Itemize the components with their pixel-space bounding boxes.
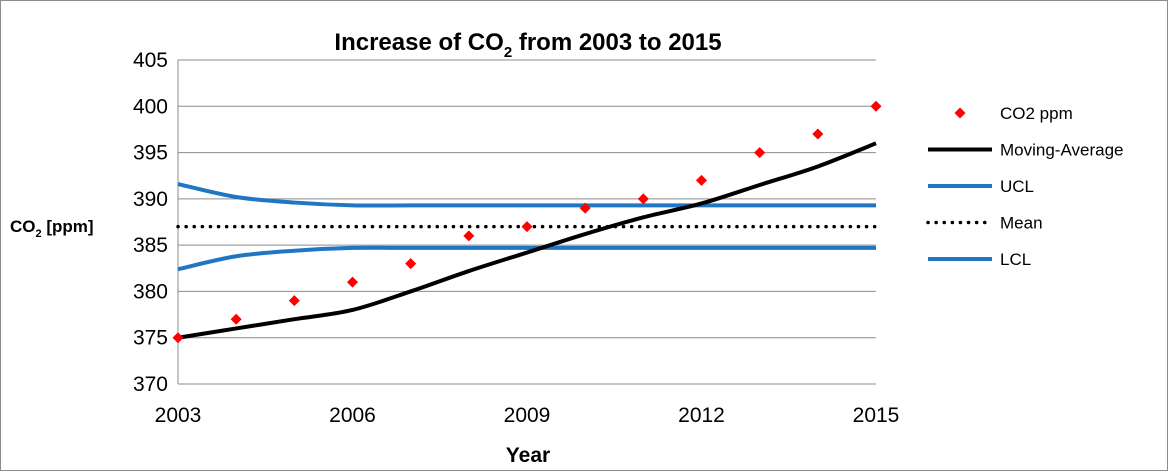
data-point-co2-ppm	[696, 174, 707, 186]
series-layer	[176, 141, 878, 340]
tick-labels: 370 375 380 385 390 395 400 405 2003 2006 2009 2012…	[133, 49, 899, 427]
y-tick-label: 390	[133, 188, 168, 211]
x-axis-title: Year	[506, 444, 550, 467]
chart-title: Increase of CO2 from 2003 to 2015	[334, 29, 721, 61]
data-point-co2-ppm	[347, 276, 358, 288]
y-tick-label: 375	[133, 327, 168, 350]
data-point-co2-ppm	[230, 313, 242, 325]
data-point-co2-ppm	[405, 258, 417, 270]
x-tick-label: 2009	[504, 404, 551, 427]
legend-label: LCL	[1000, 250, 1031, 269]
data-point-co2-ppm	[579, 202, 591, 214]
legend-label: Moving-Average	[1000, 141, 1123, 160]
data-point-co2-ppm	[812, 128, 824, 140]
legend-label: UCL	[1000, 177, 1034, 196]
series-line-moving-average	[177, 141, 877, 340]
x-tick-label: 2003	[155, 404, 202, 427]
y-tick-label: 370	[133, 373, 168, 396]
y-axis-title: CO2 [ppm]	[10, 217, 94, 240]
data-point-co2-ppm	[754, 147, 766, 159]
x-tick-label: 2006	[329, 404, 376, 427]
legend-label: CO2 ppm	[1000, 104, 1073, 123]
legend-marker-co2-ppm	[954, 107, 966, 119]
series-line-lcl	[177, 245, 876, 272]
legend-item-ucl: UCL	[928, 177, 1034, 196]
legend-item-moving-average: Moving-Average	[928, 141, 1123, 160]
data-point-co2-ppm	[637, 193, 649, 205]
y-tick-label: 395	[133, 142, 168, 165]
legend-item-lcl: LCL	[928, 250, 1031, 269]
data-point-co2-ppm	[288, 295, 300, 307]
data-point-co2-ppm	[463, 230, 475, 242]
legend-item-mean: Mean	[926, 214, 1043, 233]
legend-label: Mean	[1000, 214, 1043, 233]
legend-item-co2-ppm: CO2 ppm	[954, 104, 1073, 123]
y-tick-label: 380	[133, 280, 168, 303]
series-line-ucl	[177, 182, 876, 208]
y-tick-label: 405	[133, 49, 168, 72]
data-point-co2-ppm	[870, 100, 882, 112]
data-point-co2-ppm	[172, 332, 184, 344]
y-tick-label: 385	[133, 234, 168, 257]
x-tick-label: 2015	[853, 404, 900, 427]
x-tick-label: 2012	[678, 404, 725, 427]
legend: CO2 ppm Moving-Average UCL Mean LCL	[926, 104, 1123, 269]
markers-layer	[172, 100, 882, 344]
y-tick-label: 400	[133, 95, 168, 118]
data-point-co2-ppm	[521, 221, 533, 233]
